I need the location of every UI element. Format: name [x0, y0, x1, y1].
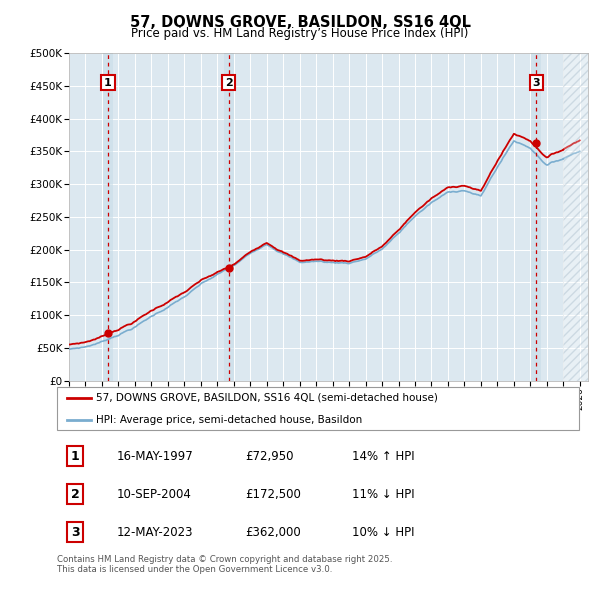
Bar	[532, 53, 541, 381]
Text: £72,950: £72,950	[245, 450, 293, 463]
Text: Price paid vs. HM Land Registry’s House Price Index (HPI): Price paid vs. HM Land Registry’s House …	[131, 27, 469, 40]
Text: 3: 3	[71, 526, 80, 539]
Text: 2: 2	[71, 487, 80, 501]
Text: 2: 2	[225, 77, 233, 87]
Text: 1: 1	[104, 77, 112, 87]
Bar	[563, 53, 588, 381]
Text: 12-MAY-2023: 12-MAY-2023	[117, 526, 194, 539]
Text: HPI: Average price, semi-detached house, Basildon: HPI: Average price, semi-detached house,…	[96, 415, 362, 425]
Text: £362,000: £362,000	[245, 526, 301, 539]
Text: 10% ↓ HPI: 10% ↓ HPI	[352, 526, 415, 539]
FancyBboxPatch shape	[57, 387, 579, 430]
Text: 10-SEP-2004: 10-SEP-2004	[117, 487, 192, 501]
Text: 16-MAY-1997: 16-MAY-1997	[117, 450, 194, 463]
Bar	[103, 53, 113, 381]
Text: 3: 3	[532, 77, 540, 87]
Bar	[224, 53, 233, 381]
Text: 11% ↓ HPI: 11% ↓ HPI	[352, 487, 415, 501]
Text: 14% ↑ HPI: 14% ↑ HPI	[352, 450, 415, 463]
Text: 57, DOWNS GROVE, BASILDON, SS16 4QL (semi-detached house): 57, DOWNS GROVE, BASILDON, SS16 4QL (sem…	[96, 393, 438, 402]
Text: Contains HM Land Registry data © Crown copyright and database right 2025.
This d: Contains HM Land Registry data © Crown c…	[57, 555, 392, 574]
Text: £172,500: £172,500	[245, 487, 301, 501]
Text: 1: 1	[71, 450, 80, 463]
Text: 57, DOWNS GROVE, BASILDON, SS16 4QL: 57, DOWNS GROVE, BASILDON, SS16 4QL	[130, 15, 470, 30]
